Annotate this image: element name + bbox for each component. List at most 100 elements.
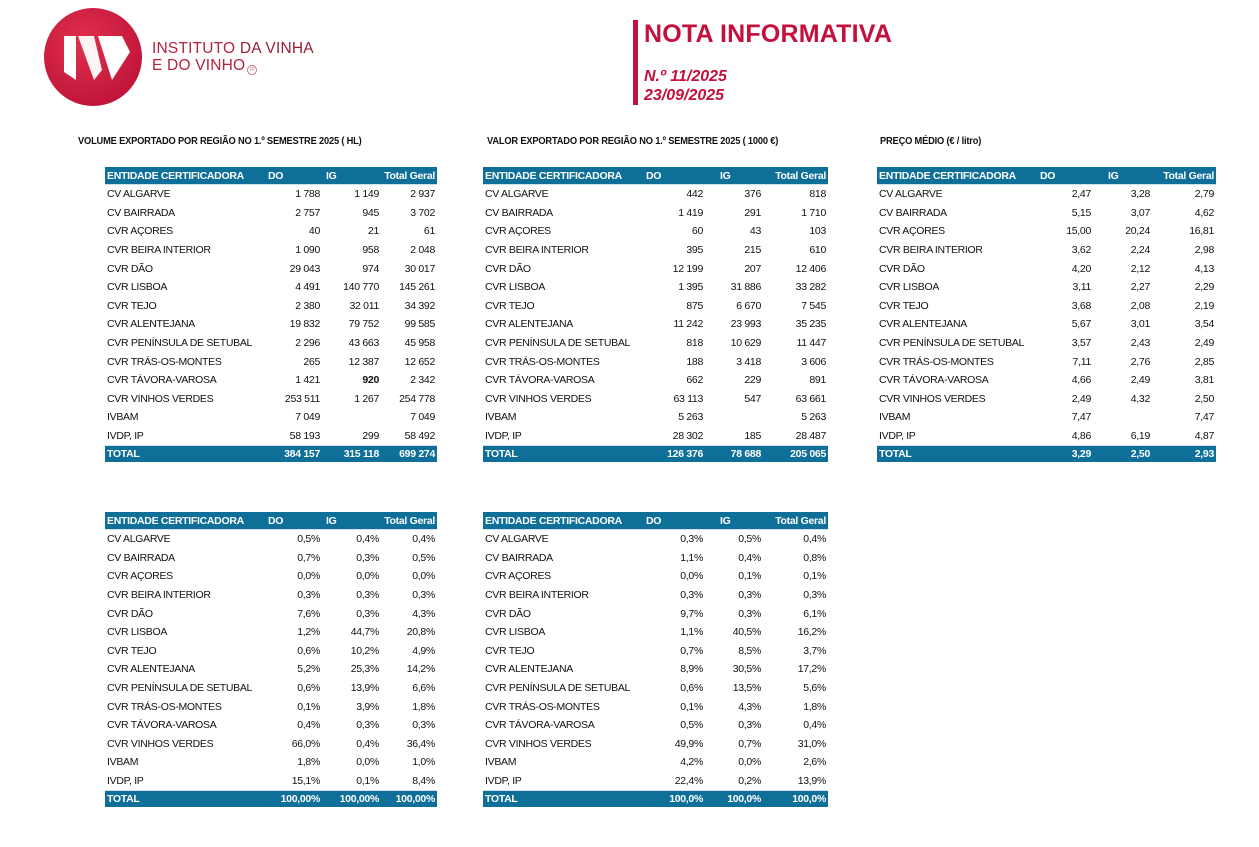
total-value: 818 (809, 188, 826, 201)
do-value: 9,7% (680, 607, 703, 620)
table-row: CVR TÁVORA-VAROSA 4,66 2,49 3,81 (877, 371, 1216, 390)
table-row: CVR TRÁS-OS-MONTES 7,11 2,76 2,85 (877, 352, 1216, 371)
entity-name: IVDP, IP (879, 430, 916, 443)
entity-name: CVR LISBOA (107, 626, 168, 639)
total-value: 36,4% (406, 737, 436, 750)
total-value: 7,47 (1194, 411, 1215, 424)
table-row: CVR TEJO 0,7% 8,5% 3,7% (483, 642, 828, 661)
column-header-do: DO (643, 512, 705, 530)
ig-value: 3 418 (736, 355, 761, 368)
ig-value: 25,3% (350, 663, 380, 676)
ig-value: 13,9% (350, 682, 380, 695)
table-row: CVR VINHOS VERDES 2,49 4,32 2,50 (877, 390, 1216, 409)
do-value: 0,4% (297, 719, 320, 732)
entity-name: CVR VINHOS VERDES (485, 392, 592, 405)
ig-value: 4,32 (1130, 392, 1151, 405)
column-header-do: DO (1037, 167, 1093, 185)
total-value: 0,5% (412, 551, 435, 564)
entity-name: CVR PENÍNSULA DE SETUBAL (485, 682, 631, 695)
table-row: CVR BEIRA INTERIOR 395 215 610 (483, 241, 828, 260)
entity-name: CVR TRÁS-OS-MONTES (485, 355, 600, 368)
ig-value: 974 (362, 262, 379, 275)
table-row: CVR ALENTEJANA 8,9% 30,5% 17,2% (483, 660, 828, 679)
do-value: 1,2% (297, 626, 320, 639)
note-date: 23/09/2025 (644, 87, 725, 104)
do-value: 384 157 (255, 445, 322, 463)
entity-name: CVR LISBOA (107, 281, 168, 294)
ig-value: 6,19 (1130, 430, 1151, 443)
column-header-do: DO (255, 167, 322, 185)
entity-name: IVBAM (485, 756, 517, 769)
total-value: 6,6% (412, 682, 435, 695)
entity-name: CV BAIRRADA (485, 206, 553, 219)
ig-value: 376 (744, 188, 761, 201)
table-row: CVR BEIRA INTERIOR 1 090 958 2 048 (105, 241, 437, 260)
do-value: 0,5% (680, 719, 703, 732)
do-value: 0,3% (680, 533, 703, 546)
ig-value: 0,1% (738, 570, 761, 583)
do-value: 8,9% (680, 663, 703, 676)
entity-name: CVR ALENTEJANA (485, 663, 573, 676)
total-value: 45 958 (404, 337, 436, 350)
page-title: NOTA INFORMATIVA (644, 20, 893, 48)
volume-share-table: ENTIDADE CERTIFICADORA DO IG Total Geral CV … (105, 512, 437, 808)
total-value: 0,3% (803, 589, 826, 602)
table-row: CVR DÃO 12 199 207 12 406 (483, 259, 828, 278)
total-value: 13,9% (797, 775, 827, 788)
total-value: 3,81 (1194, 374, 1215, 387)
do-value: 3,68 (1071, 299, 1092, 312)
column-header-entidade: ENTIDADE CERTIFICADORA (483, 167, 643, 185)
total-value: 3 702 (410, 206, 435, 219)
do-value: 15,00 (1066, 225, 1091, 238)
ig-value: 20,24 (1125, 225, 1150, 238)
ig-value: 2,12 (1130, 262, 1151, 275)
do-value: 4,86 (1071, 430, 1092, 443)
do-value: 1 788 (295, 188, 320, 201)
table-row: CVR TRÁS-OS-MONTES 0,1% 4,3% 1,8% (483, 697, 828, 716)
table-row: CV BAIRRADA 2 757 945 3 702 (105, 204, 437, 223)
table-row: CVR TÁVORA-VAROSA 1 421 920 2 342 (105, 371, 437, 390)
table-row: CVR DÃO 7,6% 0,3% 4,3% (105, 604, 437, 623)
do-value: 442 (686, 188, 703, 201)
do-value: 875 (686, 299, 703, 312)
do-value: 29 043 (289, 262, 321, 275)
do-value: 4,66 (1071, 374, 1092, 387)
total-value: 0,3% (412, 719, 435, 732)
do-value: 265 (303, 355, 320, 368)
table-row: CVR TRÁS-OS-MONTES 0,1% 3,9% 1,8% (105, 697, 437, 716)
total-value: 28 487 (795, 430, 827, 443)
entity-name: CVR AÇORES (107, 570, 173, 583)
do-value: 0,0% (680, 570, 703, 583)
total-value: 3,54 (1194, 318, 1215, 331)
do-value: 5,67 (1071, 318, 1092, 331)
table-row: CVR PENÍNSULA DE SETUBAL 0,6% 13,5% 5,6% (483, 679, 828, 698)
total-value: 16,81 (1189, 225, 1214, 238)
do-value: 1 395 (678, 281, 703, 294)
total-value: 7 545 (801, 299, 826, 312)
table-row: IVBAM 4,2% 0,0% 2,6% (483, 753, 828, 772)
table-row: CVR TEJO 3,68 2,08 2,19 (877, 297, 1216, 316)
do-value: 2,47 (1071, 188, 1092, 201)
table-header-row: ENTIDADE CERTIFICADORA DO IG Total Geral (105, 167, 437, 185)
total-value: 6,1% (803, 607, 826, 620)
column-header-total: Total Geral (763, 512, 828, 530)
total-row: TOTAL 126 376 78 688 205 065 (483, 445, 828, 463)
entity-name: CVR TÁVORA-VAROSA (107, 374, 217, 387)
total-value: 2,93 (1152, 445, 1216, 463)
ig-value: 0,4% (356, 533, 379, 546)
total-value: 2,98 (1194, 244, 1215, 257)
do-value: 1 090 (295, 244, 320, 257)
entity-name: IVBAM (107, 411, 139, 424)
total-value: 2,79 (1194, 188, 1215, 201)
column-header-entidade: ENTIDADE CERTIFICADORA (105, 512, 255, 530)
do-value: 0,5% (297, 533, 320, 546)
total-value: 4,62 (1194, 206, 1215, 219)
ig-value: 0,4% (356, 737, 379, 750)
table-row: CVR LISBOA 1,1% 40,5% 16,2% (483, 623, 828, 642)
table-row: CVR BEIRA INTERIOR 3,62 2,24 2,98 (877, 241, 1216, 260)
ig-value: 31 886 (730, 281, 762, 294)
do-value: 395 (686, 244, 703, 257)
table-row: CVR VINHOS VERDES 63 113 547 63 661 (483, 390, 828, 409)
ig-value: 229 (744, 374, 761, 387)
do-value: 0,3% (680, 589, 703, 602)
